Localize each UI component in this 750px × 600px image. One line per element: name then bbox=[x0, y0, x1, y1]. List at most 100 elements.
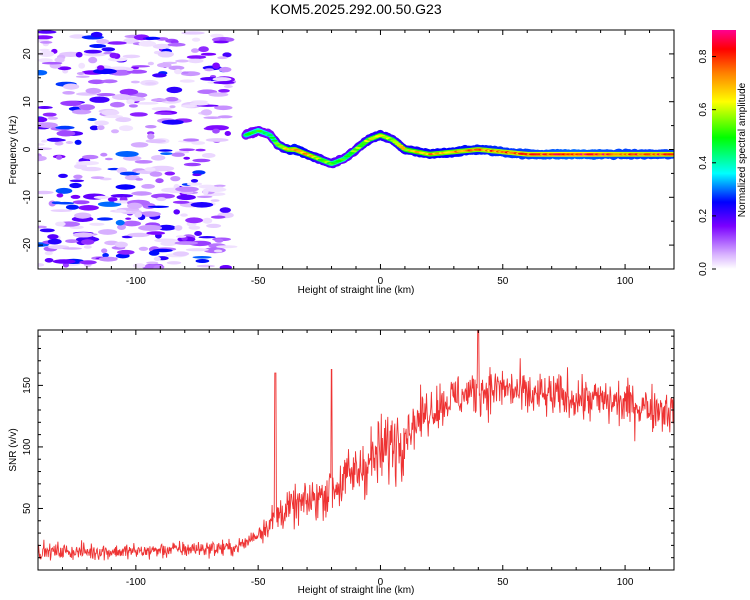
noise-blob bbox=[202, 188, 209, 195]
noise-blob bbox=[181, 71, 189, 74]
noise-blob bbox=[158, 149, 173, 152]
noise-blob bbox=[205, 138, 229, 142]
y-tick-label: -10 bbox=[22, 190, 33, 205]
noise-blob bbox=[38, 35, 54, 40]
noise-blob bbox=[96, 217, 113, 221]
noise-blob bbox=[76, 72, 85, 75]
noise-blob bbox=[70, 194, 81, 199]
noise-blob bbox=[198, 236, 216, 239]
noise-blob bbox=[146, 231, 166, 235]
noise-blob bbox=[151, 107, 172, 111]
noise-blob bbox=[147, 205, 170, 208]
ridge-core bbox=[396, 144, 404, 147]
x-tick-label: 100 bbox=[617, 577, 634, 588]
noise-blob bbox=[167, 42, 186, 47]
noise-blob bbox=[87, 118, 97, 121]
noise-blob bbox=[78, 104, 95, 111]
noise-blob bbox=[62, 91, 75, 95]
noise-blob bbox=[119, 88, 139, 95]
colorbar-tick-label: 0.0 bbox=[698, 262, 709, 276]
noise-blob bbox=[222, 52, 232, 58]
noise-blob bbox=[44, 251, 53, 256]
noise-blob bbox=[134, 211, 143, 218]
snr-frame bbox=[37, 329, 675, 571]
noise-blob bbox=[47, 238, 62, 245]
noise-blob bbox=[204, 68, 214, 72]
noise-blob bbox=[88, 79, 106, 85]
noise-blob bbox=[122, 155, 142, 161]
noise-blob bbox=[65, 239, 79, 244]
noise-blob bbox=[173, 209, 180, 215]
noise-blob bbox=[151, 98, 168, 102]
noise-blob bbox=[111, 129, 119, 134]
noise-blob bbox=[187, 58, 204, 64]
noise-blob bbox=[131, 191, 152, 196]
noise-blob bbox=[101, 79, 118, 84]
noise-blob bbox=[115, 151, 139, 157]
noise-blob bbox=[213, 184, 226, 187]
noise-blob bbox=[183, 156, 190, 160]
x-tick-label: -50 bbox=[251, 577, 266, 588]
noise-blob bbox=[183, 138, 200, 142]
noise-blob bbox=[224, 131, 231, 136]
snr-axes: -100 -50 0 50 100 50 100 150 bbox=[22, 330, 675, 588]
y-tick-label: 100 bbox=[22, 438, 33, 455]
snr-marks bbox=[38, 330, 674, 561]
ridge-core bbox=[357, 145, 364, 148]
noise-blob bbox=[146, 261, 159, 265]
noise-blob bbox=[78, 205, 99, 211]
noise-blob bbox=[55, 201, 75, 205]
noise-blob bbox=[219, 66, 232, 73]
noise-blob bbox=[214, 105, 233, 111]
noise-blob bbox=[194, 231, 203, 236]
noise-blob bbox=[101, 47, 116, 52]
noise-blob bbox=[38, 143, 45, 146]
ridge-core bbox=[361, 141, 368, 144]
noise-blob bbox=[90, 31, 103, 38]
noise-blob bbox=[189, 101, 210, 106]
noise-blob bbox=[81, 166, 102, 172]
noise-blob bbox=[213, 249, 223, 253]
noise-blob bbox=[172, 251, 190, 257]
noise-blob bbox=[202, 217, 213, 224]
chart-title: KOM5.2025.292.00.50.G23 bbox=[270, 1, 441, 17]
noise-blob bbox=[56, 130, 76, 137]
noise-blob bbox=[98, 229, 118, 235]
noise-blob bbox=[133, 263, 146, 269]
noise-blob bbox=[170, 40, 179, 44]
noise-blob bbox=[169, 105, 176, 109]
x-tick-label: 50 bbox=[497, 276, 509, 287]
noise-blob bbox=[42, 112, 57, 117]
noise-blob bbox=[185, 217, 204, 224]
noise-blob bbox=[101, 248, 108, 254]
noise-blob bbox=[119, 171, 140, 176]
noise-blob bbox=[147, 61, 154, 66]
noise-blob bbox=[179, 79, 195, 83]
noise-blob bbox=[115, 117, 132, 123]
noise-blob bbox=[176, 194, 196, 201]
noise-blob bbox=[200, 52, 217, 56]
noise-blob bbox=[60, 100, 83, 107]
x-tick-label: 0 bbox=[378, 577, 384, 588]
noise-blob bbox=[117, 249, 135, 255]
noise-blob bbox=[151, 193, 175, 199]
noise-blob bbox=[89, 222, 105, 226]
noise-blob bbox=[151, 155, 166, 161]
noise-blob bbox=[110, 194, 134, 198]
snr-panel: -100 -50 0 50 100 50 100 150 Height of straight… bbox=[8, 329, 675, 596]
noise-blob bbox=[172, 200, 190, 204]
ridge-core bbox=[669, 153, 674, 156]
noise-blob bbox=[218, 89, 230, 93]
noise-blob bbox=[217, 115, 233, 119]
ridge-core bbox=[273, 142, 280, 145]
noise-blob bbox=[164, 171, 176, 176]
noise-blob bbox=[75, 160, 100, 166]
noise-blob bbox=[216, 245, 238, 249]
noise-blob bbox=[55, 125, 75, 130]
noise-blob bbox=[153, 265, 164, 269]
noise-blob bbox=[63, 83, 80, 90]
noise-blob bbox=[186, 55, 207, 59]
noise-blob bbox=[102, 253, 109, 258]
noise-blob bbox=[138, 246, 149, 251]
